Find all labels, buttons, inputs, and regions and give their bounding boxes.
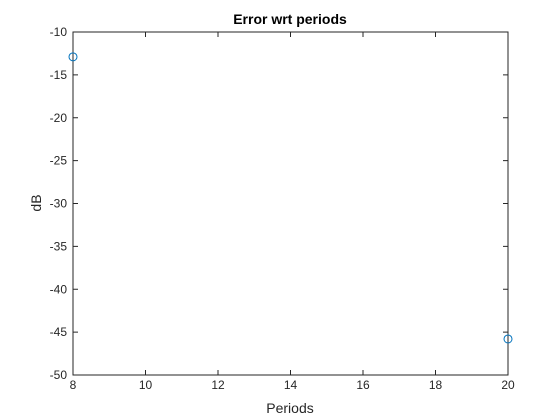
y-tick-label: -45 xyxy=(50,325,68,339)
x-tick-label: 14 xyxy=(284,378,298,392)
y-tick-label: -30 xyxy=(50,197,68,211)
x-tick-label: 16 xyxy=(356,378,370,392)
x-tick-label: 12 xyxy=(211,378,225,392)
chart-title: Error wrt periods xyxy=(233,11,347,27)
x-tick-label: 10 xyxy=(139,378,153,392)
y-tick-label: -10 xyxy=(50,25,68,39)
y-tick-label: -20 xyxy=(50,111,68,125)
x-tick-label: 20 xyxy=(501,378,515,392)
y-axis-label: dB xyxy=(28,194,44,211)
x-axis-label: Periods xyxy=(266,400,313,416)
x-tick-label: 8 xyxy=(70,378,77,392)
axis-tick-labels: 8 10 12 14 16 18 20 -10 -15 -20 -25 -30 -35 -40 -45 -50 xyxy=(50,25,515,392)
axis-ticks xyxy=(72,31,509,376)
data-points xyxy=(68,52,513,344)
y-tick-label: -35 xyxy=(50,239,68,253)
data-point xyxy=(503,334,513,344)
y-tick-label: -25 xyxy=(50,154,68,168)
y-tick-label: -40 xyxy=(50,282,68,296)
y-tick-label: -50 xyxy=(50,368,68,382)
x-tick-label: 18 xyxy=(429,378,443,392)
y-tick-label: -15 xyxy=(50,68,68,82)
data-point xyxy=(68,52,78,62)
plot-area xyxy=(72,31,509,376)
